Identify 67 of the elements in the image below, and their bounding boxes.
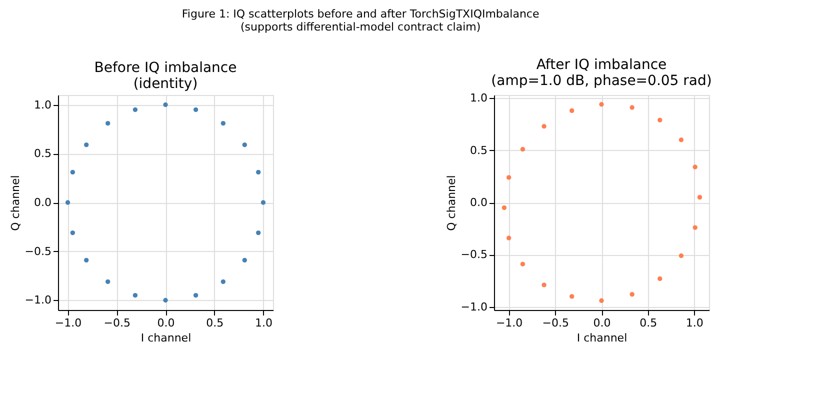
point [220,121,226,126]
point [506,175,512,180]
y-tick-label: 1.0 [470,92,488,105]
x-tick-label: −0.5 [104,316,130,330]
y-tick-label: 0.5 [34,147,52,160]
point [84,142,89,148]
point [256,230,261,236]
chart-title: After IQ imbalance (amp=1.0 dB, phase=0.05 rad) [491,57,712,90]
point [520,262,526,266]
x-tick-label: −0.5 [542,316,570,330]
point [630,105,634,110]
y-tick-label: −0.5 [460,248,488,262]
chart-title: Before IQ imbalance (identity) [94,60,237,92]
point [599,102,604,107]
point [84,258,89,262]
point [658,118,662,122]
x-tick-label: −1.0 [54,316,82,330]
y-tick-label: 0.0 [34,196,52,209]
point [658,276,662,282]
point [220,279,226,284]
x-tick-label: −1.0 [496,316,523,330]
point [692,225,698,230]
point [678,138,684,142]
point [542,282,546,288]
point [260,200,266,205]
x-axis-title: I channel [140,332,192,344]
point [70,230,76,236]
point [697,194,702,200]
point [599,298,604,303]
y-tick-label: 0.5 [470,144,488,157]
point [132,293,138,298]
x-axis-title: I channel [576,332,628,344]
point [193,293,198,298]
caption: Figure 1: IQ scatterplots before and after TorchSigTXIQImbalance (supports differential-model contract claim) [182,8,540,34]
point [520,146,526,152]
point [132,107,138,112]
x-tick-label: 0.5 [640,316,658,330]
y-tick-label: 1.0 [34,98,52,112]
x-tick-label: 0.5 [206,316,224,330]
x-tick-label: 1.0 [254,316,272,330]
point [256,170,261,175]
point [506,236,512,240]
point [242,142,248,148]
point [163,298,168,303]
point [105,121,110,126]
y-tick-label: −1.0 [460,300,488,314]
point [630,292,634,297]
point [570,294,574,299]
point [570,108,574,113]
point [193,107,198,112]
y-axis-title: Q channel [444,175,458,231]
x-tick-label: 0.0 [593,316,611,330]
y-tick-label: −0.5 [24,244,52,258]
point [502,205,507,210]
point [70,170,76,175]
point [678,253,684,258]
x-tick-label: 0.0 [157,316,175,330]
point [692,164,698,170]
y-axis-title: Q channel [8,175,22,231]
point [105,279,110,284]
y-tick-label: 0.0 [470,196,488,209]
point [65,200,70,205]
point [163,102,168,108]
y-tick-label: −1.0 [24,294,52,307]
point [542,124,546,129]
x-tick-label: 1.0 [686,316,704,330]
point [242,258,248,262]
